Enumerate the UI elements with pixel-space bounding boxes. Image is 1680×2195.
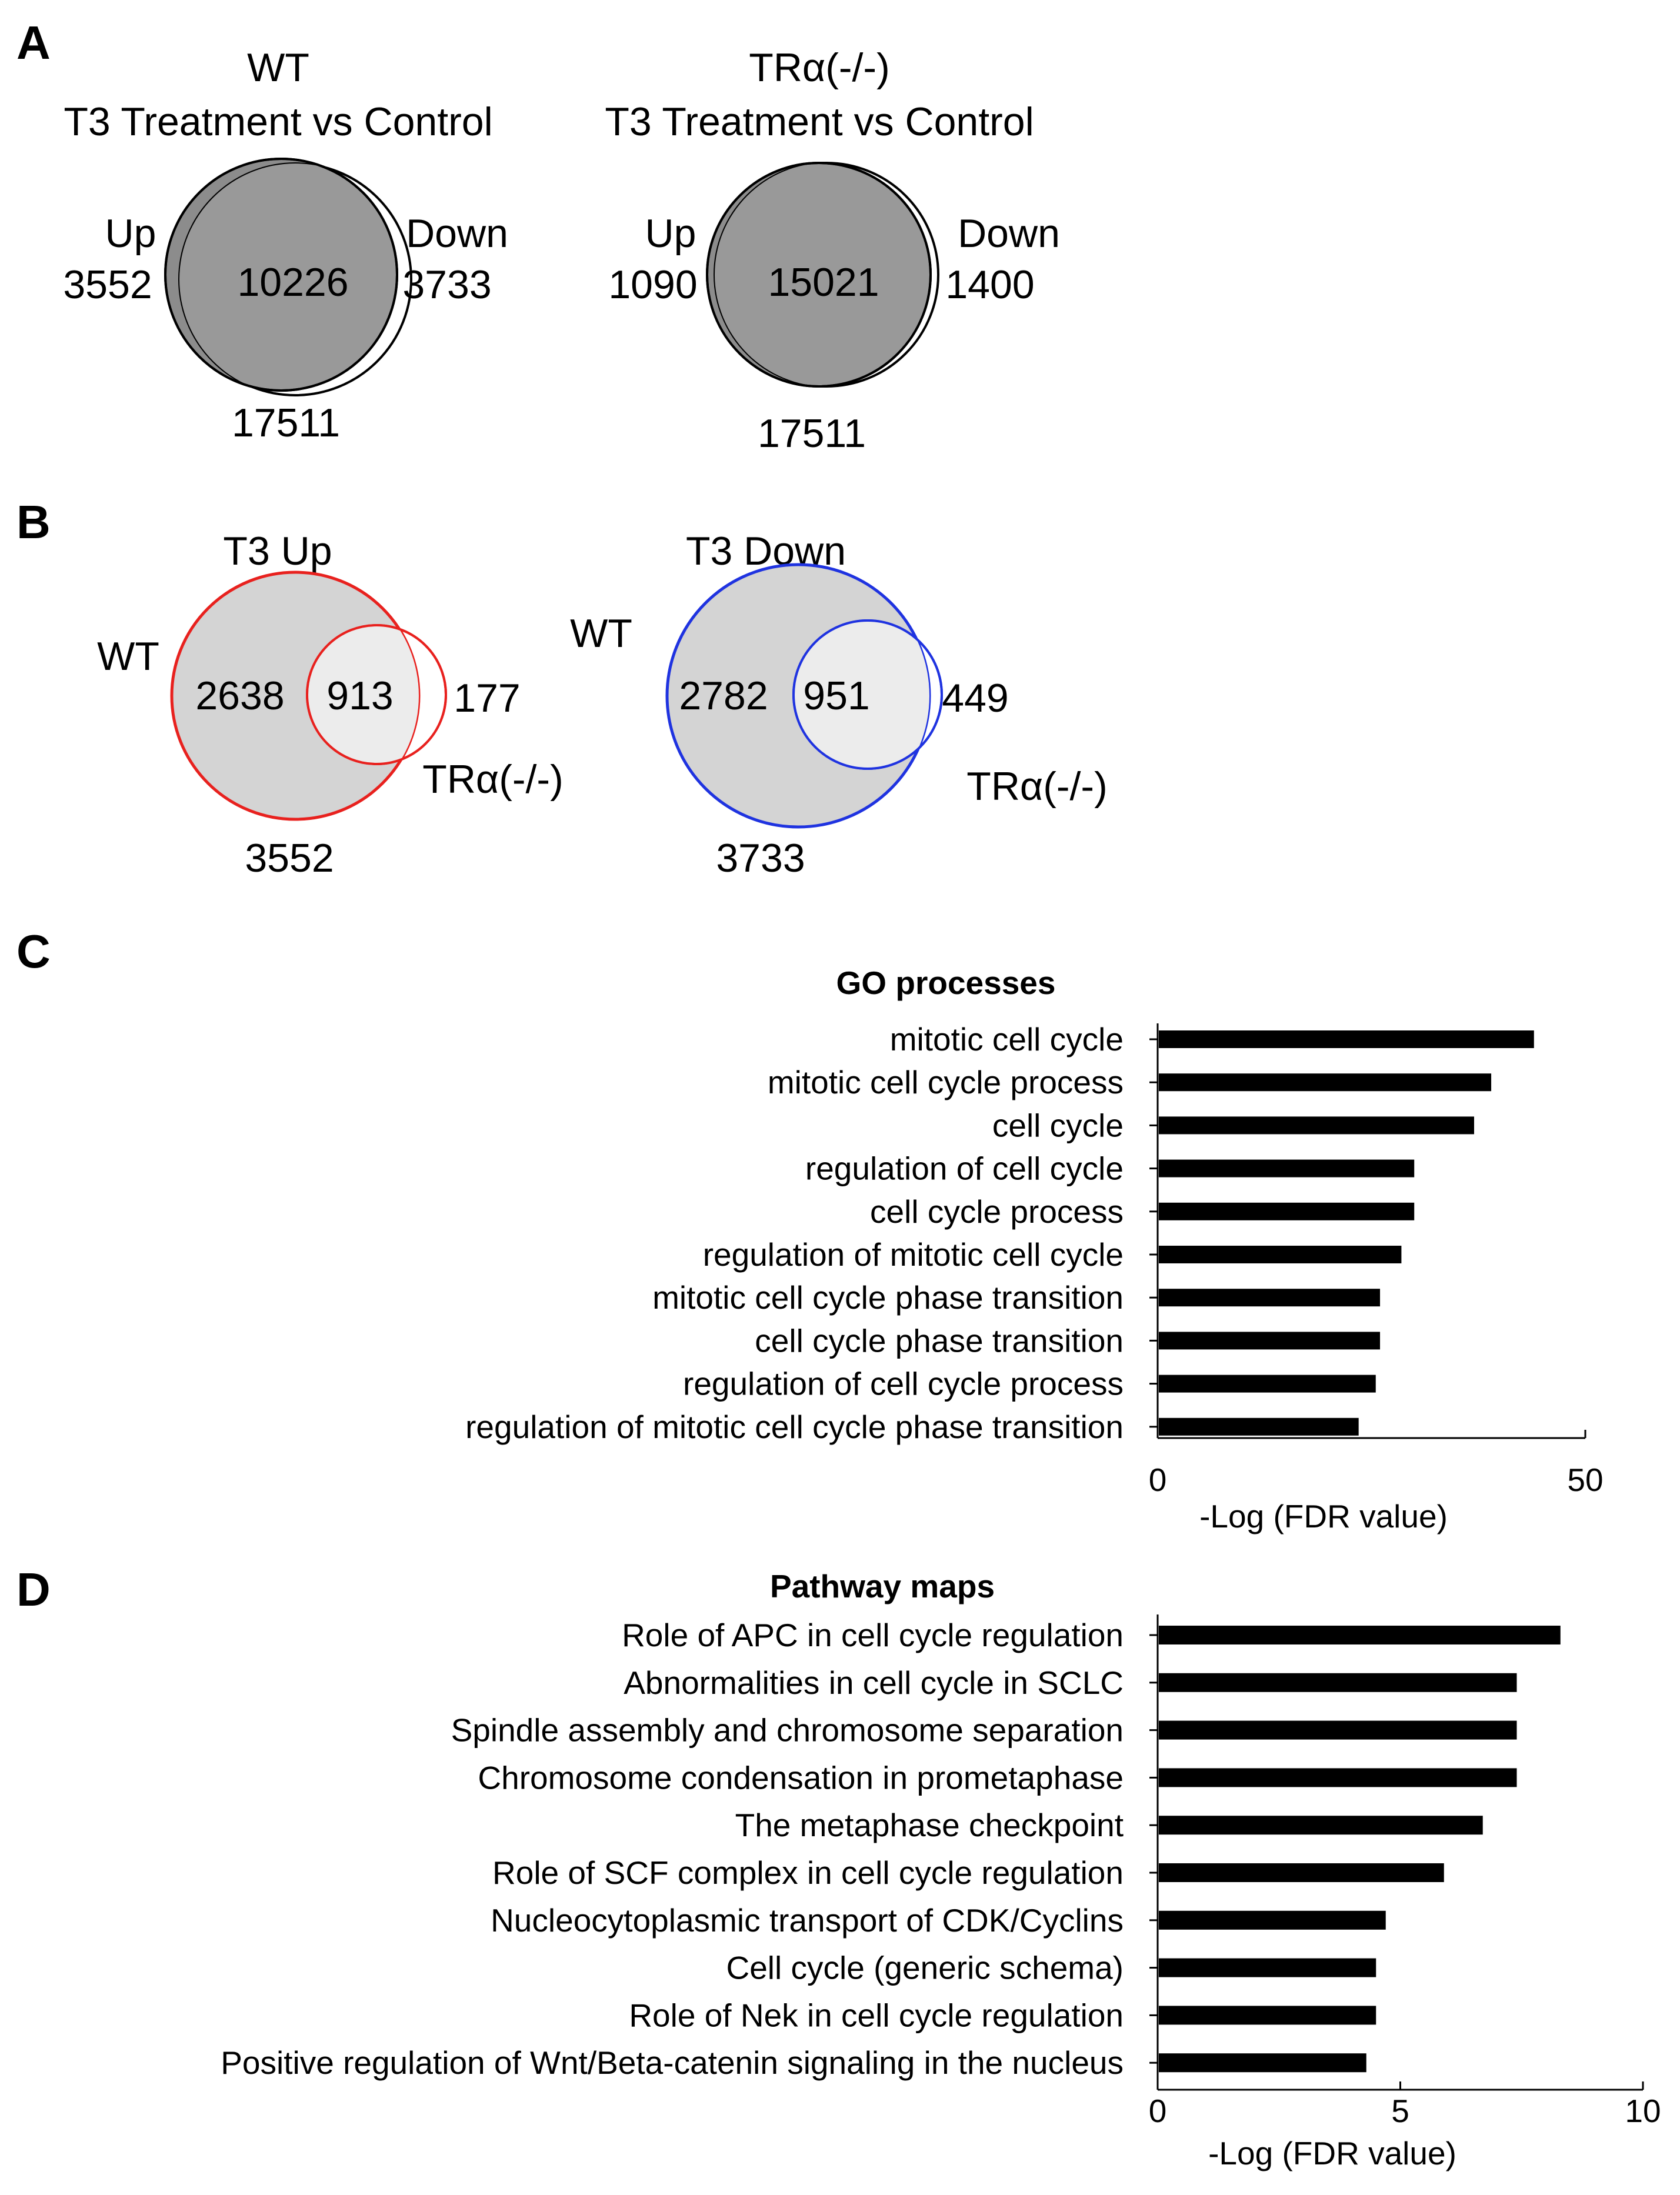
venn-ko-up-outline: [706, 162, 932, 388]
venn-ko-title-line1: TRα(-/-): [749, 45, 889, 90]
panel-b: B T3 Up WT 2638 913 177 TRα(-/-) 3552 T3…: [16, 496, 1108, 880]
panel-b-letter: B: [16, 496, 51, 548]
venn-t3-down: T3 Down WT 2782 951 449 TRα(-/-) 3733: [570, 529, 1108, 880]
pathway-category-label: Spindle assembly and chromosome separati…: [451, 1712, 1124, 1749]
venn-t3-down-ko-label: TRα(-/-): [966, 764, 1107, 809]
venn-t3-up-ko-label: TRα(-/-): [422, 757, 563, 802]
pathway-category-label: Role of APC in cell cycle regulation: [622, 1617, 1124, 1653]
venn-t3-down-ko-only: 449: [942, 676, 1008, 720]
pathway-category-label: Nucleocytoplasmic transport of CDK/Cycli…: [491, 1902, 1124, 1939]
go-bar: [1159, 1159, 1415, 1177]
go-x-axis-label: -Log (FDR value): [1199, 1498, 1448, 1535]
pathway-bar: [1159, 2006, 1376, 2025]
pathway-bar: [1159, 1958, 1376, 1977]
venn-t3-up-wt-label: WT: [97, 634, 159, 679]
go-x-tick-label: 0: [1149, 1462, 1167, 1498]
venn-wt: WT T3 Treatment vs Control Up 3552 10226…: [63, 45, 508, 445]
venn-t3-down-wt-label: WT: [570, 611, 632, 656]
venn-ko: TRα(-/-) T3 Treatment vs Control Up 1090…: [605, 45, 1060, 456]
venn-t3-down-overlap: [794, 621, 929, 769]
venn-t3-up-overlap: [307, 625, 419, 764]
venn-ko-down-label: Down: [958, 211, 1060, 256]
go-category-label: cell cycle process: [870, 1193, 1124, 1230]
venn-wt-title-line2: T3 Treatment vs Control: [64, 99, 492, 144]
pathway-chart-title: Pathway maps: [770, 1568, 995, 1604]
venn-wt-up-label: Up: [105, 211, 156, 256]
venn-t3-down-wt-only: 2782: [679, 673, 768, 718]
venn-t3-up-ko-only: 177: [454, 676, 520, 720]
pathway-bar: [1159, 1626, 1561, 1644]
venn-ko-total: 17511: [758, 411, 866, 456]
go-bar: [1159, 1332, 1381, 1350]
venn-t3-up-ko-outline: [306, 624, 447, 765]
go-category-label: mitotic cell cycle process: [768, 1064, 1124, 1100]
venn-wt-total: 17511: [232, 401, 340, 445]
venn-t3-down-overlap-count: 951: [803, 673, 869, 718]
go-category-label: mitotic cell cycle: [890, 1021, 1124, 1058]
venn-wt-up-outline: [164, 158, 398, 392]
go-bar: [1159, 1375, 1376, 1393]
venn-ko-up-label: Up: [645, 211, 696, 256]
go-category-label: regulation of cell cycle: [805, 1150, 1124, 1187]
go-category-label: mitotic cell cycle phase transition: [652, 1279, 1124, 1316]
venn-t3-down-total: 3733: [716, 836, 805, 880]
venn-wt-down-count: 3733: [402, 262, 491, 307]
pathway-bar: [1159, 1720, 1517, 1740]
pathway-category-label: Role of SCF complex in cell cycle regula…: [492, 1854, 1124, 1891]
go-category-label: cell cycle phase transition: [755, 1322, 1124, 1359]
go-x-tick-label: 50: [1567, 1462, 1603, 1498]
go-bar: [1159, 1417, 1359, 1436]
panel-c: C GO processes mitotic cell cyclemitotic…: [16, 925, 1604, 1535]
pathway-category-label: Positive regulation of Wnt/Beta-catenin …: [221, 2044, 1124, 2081]
go-bar: [1159, 1246, 1402, 1263]
venn-wt-down-label: Down: [406, 211, 508, 256]
venn-ko-down-count: 1400: [945, 262, 1034, 307]
go-bar: [1159, 1073, 1492, 1092]
venn-t3-up: T3 Up WT 2638 913 177 TRα(-/-) 3552: [97, 529, 564, 880]
go-bar: [1159, 1116, 1474, 1135]
pathway-category-label: Chromosome condensation in prometaphase: [478, 1759, 1124, 1796]
go-bar: [1159, 1202, 1415, 1220]
go-bar: [1159, 1030, 1534, 1048]
panel-c-letter: C: [16, 925, 51, 978]
go-category-label: regulation of cell cycle process: [683, 1366, 1124, 1402]
pathway-category-label: Cell cycle (generic schema): [726, 1950, 1124, 1986]
venn-wt-up-count: 3552: [63, 262, 152, 307]
pathway-maps-chart: Role of APC in cell cycle regulation Abno…: [221, 1614, 1661, 2171]
go-category-label: regulation of mitotic cell cycle: [703, 1236, 1124, 1273]
go-processes-chart: mitotic cell cycle mitotic cell cycle pro…: [465, 1021, 1603, 1535]
go-category-label: regulation of mitotic cell cycle phase t…: [465, 1409, 1124, 1445]
venn-ko-title-line2: T3 Treatment vs Control: [605, 99, 1034, 144]
go-chart-title: GO processes: [836, 965, 1056, 1001]
pathway-bar: [1159, 1816, 1483, 1835]
venn-ko-center-count: 15021: [768, 260, 879, 305]
venn-ko-up-count: 1090: [608, 262, 697, 307]
venn-t3-up-title: T3 Up: [223, 529, 332, 573]
pathway-x-tick-label: 10: [1625, 2093, 1661, 2129]
venn-t3-up-wt-only: 2638: [195, 673, 284, 718]
panel-a-letter: A: [16, 16, 51, 69]
venn-wt-title-line1: WT: [247, 45, 309, 90]
pathway-bar: [1159, 1768, 1517, 1787]
pathway-category-label: The metaphase checkpoint: [735, 1807, 1124, 1843]
venn-wt-center-count: 10226: [237, 260, 348, 305]
go-category-label: cell cycle: [992, 1107, 1124, 1143]
pathway-x-axis-label: -Log (FDR value): [1208, 2135, 1456, 2171]
pathway-x-tick-label: 0: [1149, 2093, 1167, 2129]
pathway-bar: [1159, 1910, 1386, 1930]
pathway-bar: [1159, 1863, 1444, 1882]
pathway-bar: [1159, 2053, 1366, 2073]
venn-t3-up-overlap-count: 913: [326, 673, 393, 718]
panel-d-letter: D: [16, 1563, 51, 1616]
venn-t3-down-ko-outline: [792, 619, 943, 770]
pathway-category-label: Abnormalities in cell cycle in SCLC: [624, 1664, 1124, 1701]
pathway-category-label: Role of Nek in cell cycle regulation: [629, 1997, 1124, 2033]
pathway-x-tick-label: 5: [1391, 2093, 1409, 2129]
venn-t3-up-total: 3552: [245, 836, 334, 880]
go-bar: [1159, 1289, 1381, 1307]
panel-a: A WT T3 Treatment vs Control Up 3552 102…: [16, 16, 1060, 456]
pathway-bar: [1159, 1673, 1517, 1692]
panel-d: D Pathway maps Role of APC in cell cycle…: [16, 1563, 1661, 2171]
